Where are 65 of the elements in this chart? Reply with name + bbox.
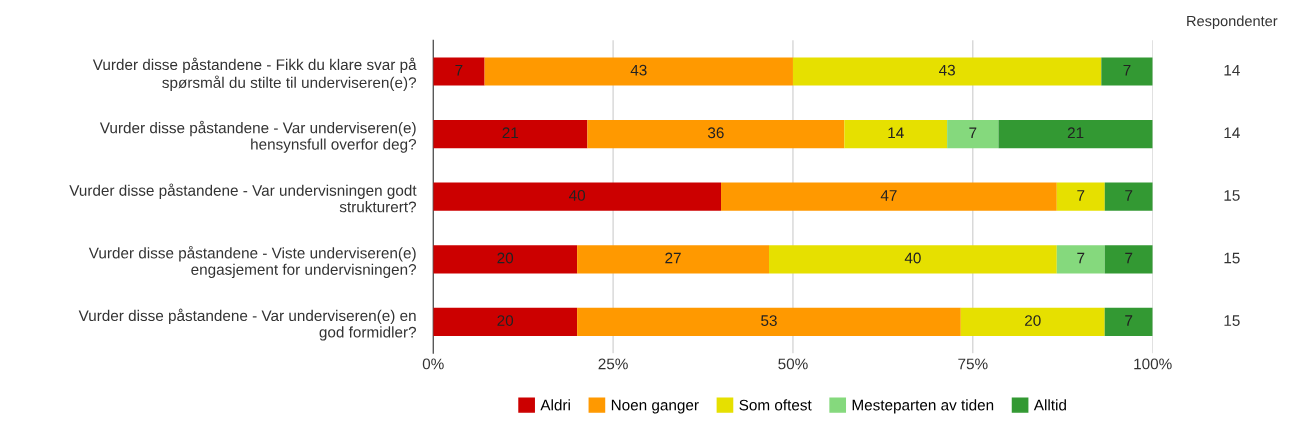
- bar: [1104, 182, 1153, 211]
- bar: [1104, 307, 1153, 336]
- data-label: 53: [761, 315, 777, 326]
- data-label: 7: [455, 64, 463, 76]
- data-label: 43: [630, 64, 647, 76]
- bar: [998, 120, 1153, 149]
- bar: [721, 182, 1057, 211]
- data-label: 7: [1077, 190, 1085, 201]
- bar: [433, 307, 578, 336]
- data-label: 7: [1077, 252, 1085, 264]
- bar: [947, 120, 999, 149]
- x-tick-label: 25%: [598, 358, 628, 370]
- text: Respondenter: [1187, 15, 1278, 30]
- bar: [433, 120, 588, 149]
- text: 15: [1224, 190, 1240, 201]
- data-label: 14: [888, 127, 904, 139]
- text: 14: [1224, 64, 1240, 76]
- legend-label: Noen ganger: [611, 399, 699, 414]
- bar: [1104, 245, 1153, 274]
- data-label: 7: [1125, 252, 1133, 264]
- y-tick-label: Vurder disse påstandene - Fikk du klare svar på spørsmål du stilte til underviseren(e)?: [92, 57, 417, 92]
- bar: [1056, 245, 1105, 274]
- text: 15: [1224, 315, 1240, 326]
- data-label: 20: [1025, 315, 1041, 326]
- y-tick-label: Vurder disse påstandene - Var underviseren(e) hensynsfull overfor deg?: [99, 120, 417, 153]
- bar: [433, 182, 722, 211]
- data-label: 7: [1125, 190, 1133, 201]
- bar: [433, 245, 578, 274]
- legend-label: Alltid: [1033, 399, 1066, 411]
- bar: [1101, 57, 1153, 86]
- text: 15: [1224, 252, 1240, 264]
- bar: [577, 245, 769, 274]
- bar: [769, 245, 1057, 274]
- data-label: 36: [707, 127, 724, 139]
- x-tick-label: 75%: [958, 358, 988, 370]
- x-tick-label: 100%: [1134, 358, 1172, 370]
- y-tick-label: Vurder disse påstandene - Viste underviseren(e) engasjement for undervisningen?: [88, 246, 417, 278]
- data-label: 7: [969, 127, 977, 139]
- x-tick-label: 50%: [778, 358, 808, 370]
- x-tick-label: 0%: [422, 358, 444, 370]
- y-tick-label: Vurder disse påstandene - Var undervisningen godt strukturert?: [69, 183, 417, 213]
- data-label: 7: [1125, 315, 1133, 326]
- bar: [792, 57, 1102, 86]
- data-label: 20: [497, 252, 514, 264]
- bar: [587, 120, 845, 149]
- legend-label: Mesteparten av tiden: [852, 399, 994, 414]
- data-label: 27: [665, 252, 681, 264]
- y-tick-label: Vurder disse påstandene - Var underviseren(e) en god formidler?: [78, 308, 417, 341]
- text: 14: [1224, 127, 1240, 139]
- data-label: 20: [497, 315, 514, 326]
- bar: [844, 120, 948, 149]
- data-label: 47: [880, 190, 897, 201]
- bar: [577, 307, 961, 336]
- data-label: 7: [1123, 64, 1131, 76]
- data-label: 43: [938, 64, 955, 76]
- data-label: 40: [568, 189, 586, 201]
- bar: [1056, 182, 1105, 211]
- data-label: 21: [1067, 127, 1084, 139]
- legend-label: Aldri: [540, 399, 570, 411]
- bar: [960, 307, 1105, 336]
- legend-label: Som oftest: [739, 399, 812, 411]
- bar: [433, 57, 485, 86]
- bar: [484, 57, 793, 86]
- data-label: 40: [904, 252, 921, 264]
- data-label: 21: [502, 127, 519, 139]
